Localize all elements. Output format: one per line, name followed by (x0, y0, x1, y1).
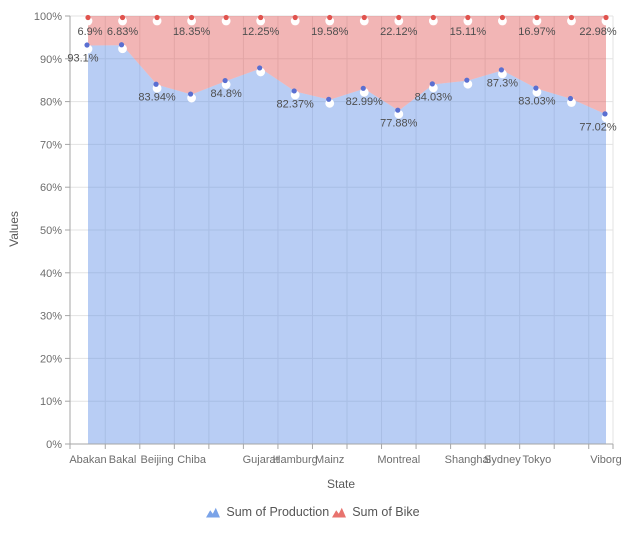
svg-text:6.83%: 6.83% (107, 26, 138, 38)
svg-text:80%: 80% (40, 97, 62, 109)
data-point-marker-bike[interactable] (498, 14, 507, 26)
gridlines (70, 15, 614, 444)
legend-label-production: Sum of Production (226, 505, 330, 519)
data-point-marker-production[interactable] (463, 77, 473, 89)
svg-text:Shanghai: Shanghai (445, 454, 492, 466)
data-point-marker-bike[interactable] (601, 14, 611, 26)
svg-text:82.99%: 82.99% (346, 96, 384, 108)
svg-text:84.8%: 84.8% (211, 88, 242, 100)
svg-text:87.3%: 87.3% (487, 77, 518, 89)
data-point-marker-bike[interactable] (325, 14, 335, 26)
svg-text:22.12%: 22.12% (380, 26, 418, 38)
svg-text:90%: 90% (40, 54, 62, 66)
data-point-marker-bike[interactable] (394, 14, 404, 26)
svg-text:Beijing: Beijing (141, 454, 174, 466)
data-labels: 6.9% 93.1% 6.83% 83.94% 18.35% 84.8% 12.25% 82.… (67, 26, 616, 133)
data-point-marker-production[interactable] (601, 111, 611, 123)
area-series-icon (332, 507, 347, 518)
data-point-marker-bike[interactable] (221, 14, 231, 26)
data-point-marker-production[interactable] (83, 42, 93, 54)
data-point-marker-production[interactable] (152, 81, 162, 93)
data-point-marker-bike[interactable] (428, 14, 438, 26)
data-point-marker-bike[interactable] (83, 14, 93, 26)
svg-text:18.35%: 18.35% (173, 26, 211, 38)
legend: Sum of Production Sum of Bike (0, 501, 626, 523)
y-axis-title: Values (7, 211, 21, 247)
svg-text:Hamburg: Hamburg (273, 454, 318, 466)
svg-text:Tokyo: Tokyo (523, 454, 552, 466)
svg-text:10%: 10% (40, 396, 62, 408)
svg-text:77.88%: 77.88% (380, 118, 418, 130)
svg-text:0%: 0% (46, 439, 62, 451)
data-point-marker-production[interactable] (187, 91, 197, 103)
data-point-marker-production[interactable] (428, 81, 438, 93)
svg-text:Gujarat: Gujarat (243, 454, 279, 466)
svg-text:84.03%: 84.03% (415, 91, 453, 103)
legend-label-bike: Sum of Bike (352, 505, 420, 519)
svg-text:Sydney: Sydney (484, 454, 521, 466)
svg-text:15.11%: 15.11% (450, 26, 487, 38)
axes (65, 15, 614, 449)
x-axis-title: State (326, 477, 356, 491)
data-point-marker-bike[interactable] (118, 14, 127, 26)
svg-text:16.97%: 16.97% (518, 26, 556, 38)
data-point-marker-bike[interactable] (463, 14, 473, 26)
svg-text:Abakan: Abakan (69, 454, 106, 466)
area-series-icon (206, 507, 221, 518)
data-point-marker-bike[interactable] (359, 14, 369, 26)
data-point-marker-production[interactable] (394, 107, 404, 119)
data-point-marker-production[interactable] (256, 65, 266, 77)
svg-text:60%: 60% (40, 182, 62, 194)
data-point-marker-production[interactable] (532, 85, 542, 97)
data-point-marker-bike[interactable] (187, 14, 197, 26)
svg-text:Bakal: Bakal (109, 454, 137, 466)
data-point-marker-bike[interactable] (290, 14, 300, 26)
svg-text:83.03%: 83.03% (518, 96, 556, 108)
data-point-marker-bike[interactable] (567, 14, 576, 26)
data-point-marker-production[interactable] (325, 96, 335, 108)
data-point-marker-production[interactable] (359, 85, 369, 97)
area-series-bike[interactable] (88, 16, 606, 115)
svg-text:77.02%: 77.02% (579, 121, 617, 133)
data-point-marker-production[interactable] (567, 95, 576, 107)
svg-text:20%: 20% (40, 353, 62, 365)
svg-text:83.94%: 83.94% (138, 92, 176, 104)
data-point-marker-bike[interactable] (256, 14, 266, 26)
svg-text:12.25%: 12.25% (242, 26, 280, 38)
svg-text:40%: 40% (40, 268, 62, 280)
svg-text:Mainz: Mainz (315, 454, 344, 466)
svg-text:30%: 30% (40, 311, 62, 323)
svg-text:70%: 70% (40, 139, 62, 151)
svg-text:50%: 50% (40, 225, 62, 237)
data-point-marker-production[interactable] (118, 42, 127, 54)
svg-text:22.98%: 22.98% (579, 26, 617, 38)
area-series-production[interactable] (88, 45, 606, 445)
svg-text:82.37%: 82.37% (277, 98, 315, 110)
data-point-marker-bike[interactable] (532, 14, 542, 26)
data-point-marker-production[interactable] (498, 67, 507, 79)
svg-text:Chiba: Chiba (177, 454, 207, 466)
svg-text:19.58%: 19.58% (311, 26, 349, 38)
data-point-marker-production[interactable] (290, 88, 300, 100)
data-point-marker-production[interactable] (221, 77, 231, 89)
svg-text:93.1%: 93.1% (67, 53, 98, 65)
svg-text:100%: 100% (34, 11, 62, 23)
legend-item-bike[interactable]: Sum of Bike (332, 505, 420, 519)
svg-text:Montreal: Montreal (377, 454, 420, 466)
svg-text:Viborg: Viborg (590, 454, 622, 466)
svg-text:6.9%: 6.9% (77, 26, 102, 38)
data-point-marker-bike[interactable] (152, 14, 162, 26)
legend-item-production[interactable]: Sum of Production (206, 505, 329, 519)
axis-tick-labels: 0%10%20%30%40%50%60%70%80%90%100%Abakan B… (34, 11, 622, 466)
